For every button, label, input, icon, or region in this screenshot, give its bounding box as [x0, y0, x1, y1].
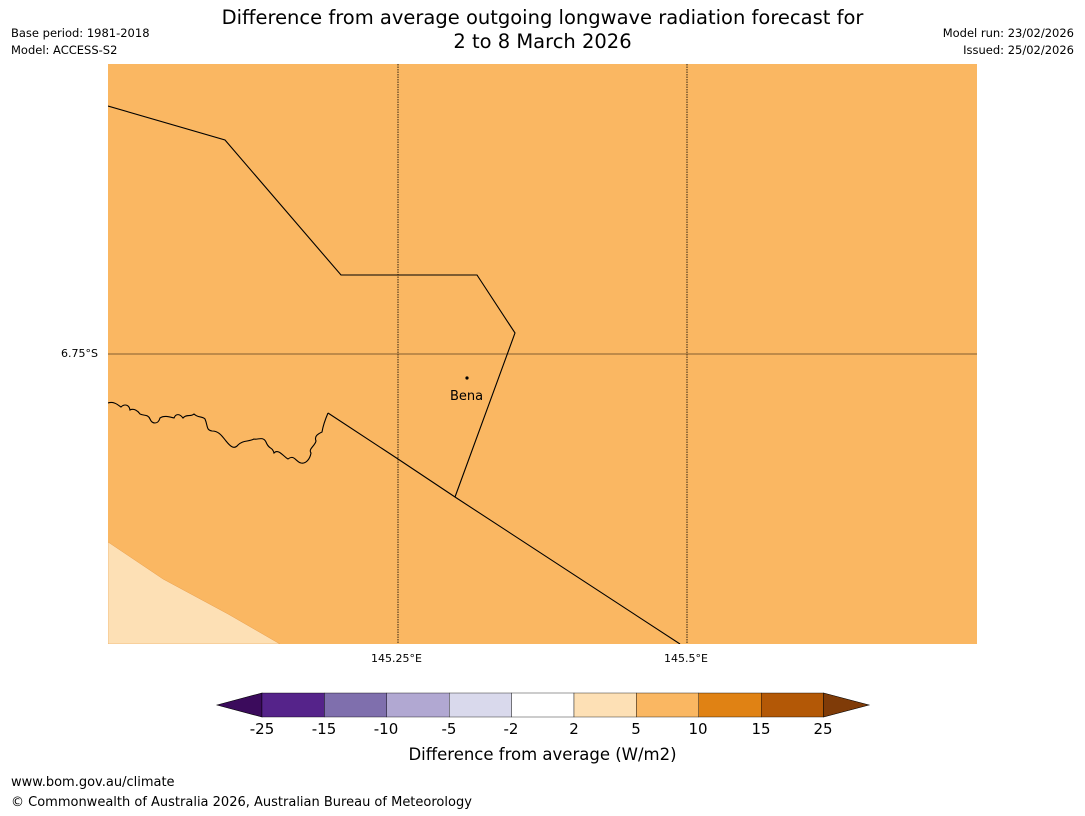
- coastline: [108, 401, 329, 464]
- colorbar-tick-label: -10: [373, 720, 399, 738]
- colorbar-bin-neg5-neg10: [386, 692, 450, 718]
- colorbar-bin-10-15: [698, 692, 762, 718]
- colorbar-bin-2-5: [573, 692, 637, 718]
- colorbar-bin-neg2-2: [511, 692, 575, 718]
- colorbar-extend-low: [215, 692, 263, 718]
- model-run-text: Model run: 23/02/2026: [942, 26, 1074, 40]
- colorbar-tick-label: -2: [503, 720, 519, 738]
- colorbar-bin-neg2-neg5: [448, 692, 512, 718]
- province-boundary-south: [327, 412, 681, 644]
- colorbar-extend-high: [823, 692, 871, 718]
- base-period-text: Base period: 1981-2018: [11, 26, 150, 40]
- colorbar: [215, 692, 871, 718]
- meta-right: Model run: 23/02/2026 Issued: 25/02/2026: [943, 25, 1074, 59]
- colorbar-tick-label: -15: [311, 720, 337, 738]
- footer-url: www.bom.gov.au/climate: [11, 775, 175, 790]
- place-label-bena: Bena: [450, 389, 484, 404]
- colorbar-title: Difference from average (W/m2): [408, 745, 677, 764]
- colorbar-tick-label: 2: [569, 720, 579, 738]
- chart-title: Difference from average outgoing longwav…: [0, 6, 1085, 54]
- colorbar-tick-label: 5: [631, 720, 641, 738]
- model-text: Model: ACCESS-S2: [11, 43, 118, 57]
- longitude-label-145-25: 145.25°E: [371, 652, 422, 665]
- map-fill-light: [108, 541, 281, 644]
- title-line-2: 2 to 8 March 2026: [453, 30, 632, 53]
- footer-copyright: © Commonwealth of Australia 2026, Austra…: [11, 795, 472, 810]
- bena-location-marker: [465, 376, 469, 380]
- latitude-label: 6.75°S: [61, 347, 98, 360]
- colorbar-bin-15-25: [761, 692, 824, 718]
- colorbar-tick-label: -25: [249, 720, 275, 738]
- province-boundary-north: [108, 105, 516, 498]
- colorbar-bin-5-10: [636, 692, 699, 718]
- meta-left: Base period: 1981-2018 Model: ACCESS-S2: [11, 25, 150, 59]
- colorbar-tick-label: 10: [688, 720, 708, 738]
- colorbar-bin-neg15-neg25: [261, 692, 325, 718]
- map: [108, 64, 977, 644]
- colorbar-tick-label: 25: [813, 720, 833, 738]
- longitude-label-145-5: 145.5°E: [664, 652, 708, 665]
- colorbar-bin-neg10-neg15: [324, 692, 388, 718]
- colorbar-tick-label: 15: [751, 720, 771, 738]
- title-line-1: Difference from average outgoing longwav…: [221, 6, 864, 29]
- colorbar-tick-label: -5: [441, 720, 457, 738]
- issued-text: Issued: 25/02/2026: [963, 43, 1074, 57]
